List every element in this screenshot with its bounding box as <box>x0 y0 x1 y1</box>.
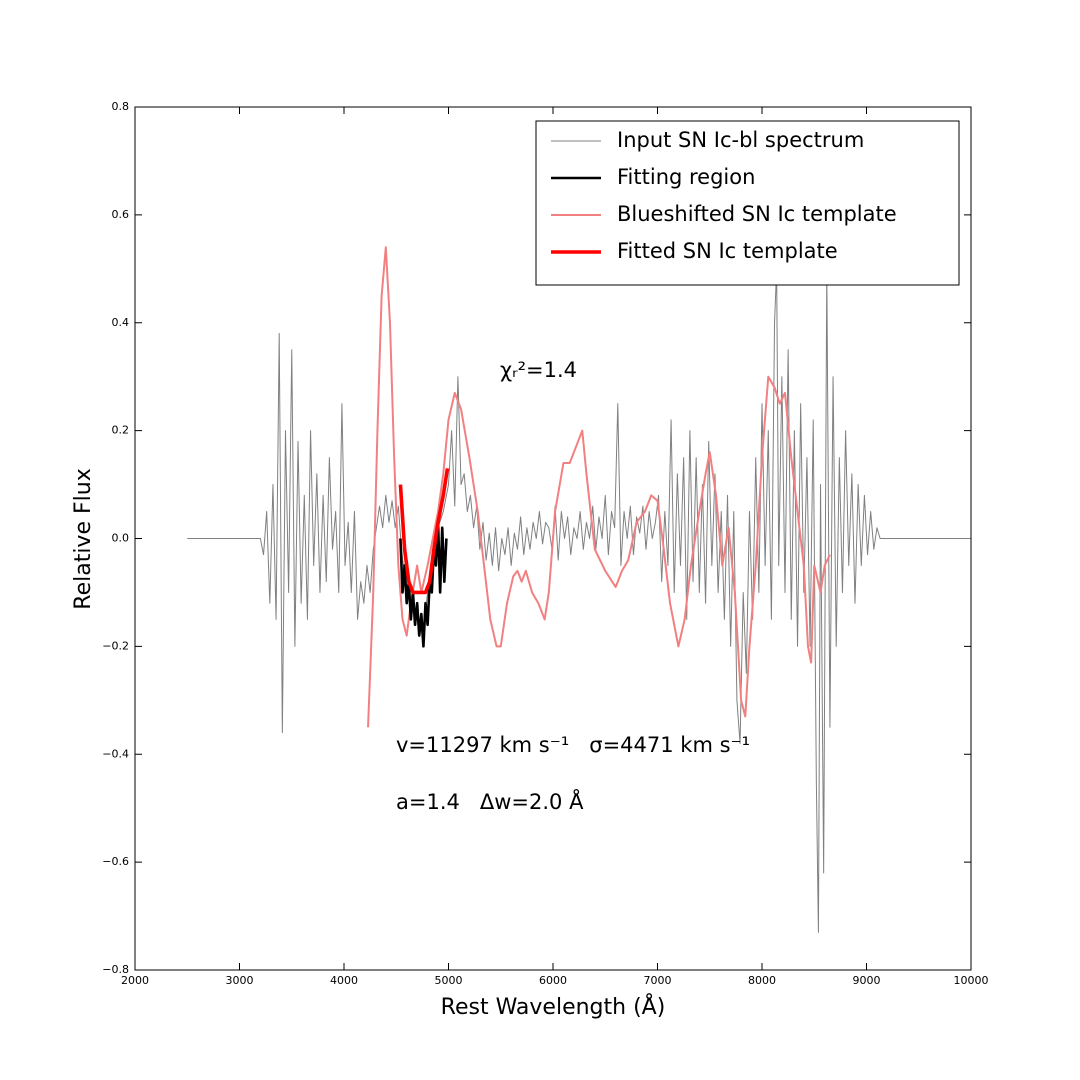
x-tick-label: 7000 <box>644 974 672 987</box>
y-tick-label: 0.4 <box>112 316 130 329</box>
y-tick-label: 0.0 <box>112 532 130 545</box>
plot-frame <box>134 106 972 971</box>
series-line <box>187 268 971 933</box>
annotation: v=11297 km s⁻¹ σ=4471 km s⁻¹ <box>396 733 750 757</box>
y-axis-label: Relative Flux <box>71 468 96 609</box>
y-tick-label: −0.2 <box>102 639 129 652</box>
x-tick-label: 4000 <box>330 974 358 987</box>
legend-label: Input SN Ic-bl spectrum <box>617 128 864 152</box>
x-tick-label: 5000 <box>435 974 463 987</box>
x-tick-label: 6000 <box>539 974 567 987</box>
x-tick-label: 10000 <box>954 974 989 987</box>
y-tick-label: 0.8 <box>112 100 130 113</box>
x-axis-label: Rest Wavelength (Å) <box>441 993 666 1020</box>
y-tick-label: −0.8 <box>102 963 129 976</box>
y-tick-label: 0.2 <box>112 424 130 437</box>
x-tick-label: 9000 <box>853 974 881 987</box>
annotation: a=1.4 Δw=2.0 Å <box>396 788 584 814</box>
legend-label: Fitting region <box>617 165 755 189</box>
x-tick-label: 8000 <box>748 974 776 987</box>
series-line <box>367 246 831 728</box>
y-tick-label: −0.4 <box>102 747 129 760</box>
annotation: χᵣ²=1.4 <box>500 358 577 382</box>
y-tick-label: 0.6 <box>112 208 130 221</box>
legend-box <box>535 120 960 286</box>
series-line <box>399 521 448 648</box>
x-tick-label: 3000 <box>226 974 254 987</box>
legend-label: Fitted SN Ic template <box>617 239 838 263</box>
series-line <box>398 468 450 595</box>
legend-label: Blueshifted SN Ic template <box>617 202 897 226</box>
y-tick-label: −0.6 <box>102 855 129 868</box>
x-tick-label: 2000 <box>121 974 149 987</box>
